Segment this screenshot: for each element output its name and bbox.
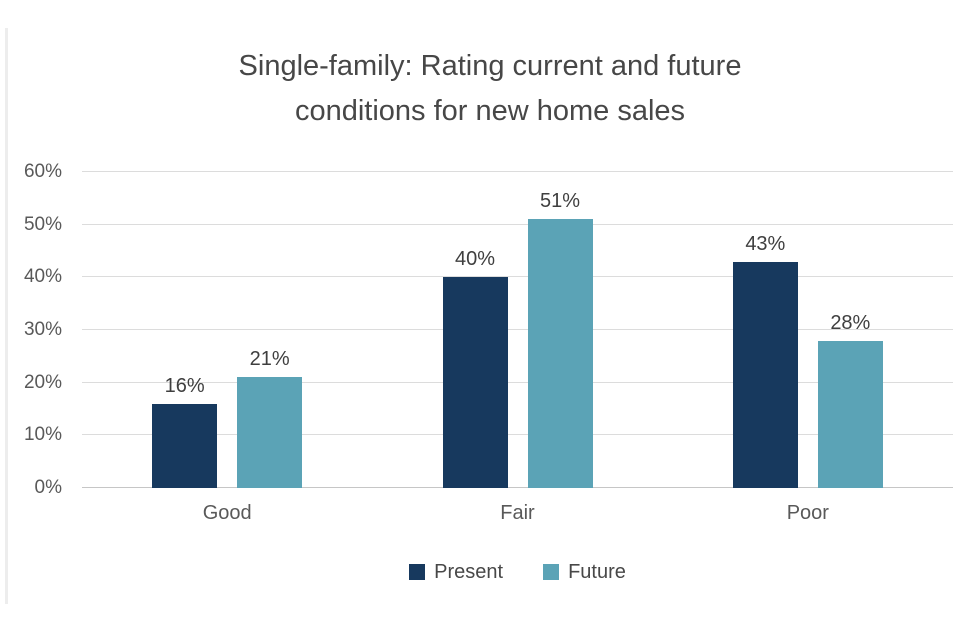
- gridline: [82, 171, 953, 172]
- gridline: [82, 276, 953, 278]
- bar-present-poor: [732, 261, 798, 488]
- bar-value-label: 43%: [745, 232, 786, 255]
- chart-title-line-2: conditions for new home sales: [294, 95, 686, 127]
- legend-swatch-future: [543, 564, 560, 580]
- y-tick-label: 10%: [23, 424, 62, 446]
- gridline: [82, 434, 953, 436]
- bar-future-poor: [817, 340, 883, 488]
- bar-value-label: 40%: [454, 248, 496, 271]
- legend: Present Future: [82, 560, 953, 584]
- x-axis: Good Fair Poor: [82, 499, 953, 529]
- bar-value-label: 21%: [249, 348, 290, 371]
- gridline: [82, 329, 953, 330]
- legend-item-present: Present: [409, 560, 503, 584]
- bar-future-fair: [527, 219, 593, 488]
- y-tick-label: 60%: [23, 161, 62, 182]
- legend-item-future: Future: [543, 560, 626, 584]
- category-label-good: Good: [202, 502, 252, 524]
- y-tick-label: 20%: [23, 371, 62, 393]
- bar-present-good: [152, 403, 218, 488]
- y-tick-label: 40%: [23, 266, 62, 288]
- bar-value-label: 28%: [830, 311, 871, 334]
- legend-label: Future: [568, 561, 626, 583]
- legend-swatch-present: [409, 564, 426, 580]
- plot-area: 16% 40% 43% 21% 51% 28%: [82, 171, 953, 488]
- category-label-fair: Fair: [500, 502, 535, 524]
- category-label-poor: Poor: [786, 502, 829, 524]
- page-left-edge-divider: [5, 28, 8, 604]
- bar-value-label: 16%: [164, 374, 205, 397]
- y-tick-label: 0%: [34, 477, 62, 498]
- y-axis: 0% 10% 20% 30% 40% 50% 60%: [0, 161, 62, 498]
- chart-title-line-1: Single-family: Rating current and future: [238, 50, 742, 82]
- y-tick-label: 30%: [23, 319, 62, 340]
- gridline: [82, 381, 953, 383]
- bar-future-good: [237, 377, 303, 488]
- bar-present-fair: [442, 277, 508, 488]
- bar-value-label: 51%: [539, 190, 581, 213]
- x-axis-line: [82, 487, 953, 488]
- chart-title: Single-family: Rating current and future…: [0, 44, 980, 134]
- y-tick-label: 50%: [23, 213, 62, 235]
- legend-label: Present: [434, 561, 504, 583]
- gridline: [82, 223, 953, 225]
